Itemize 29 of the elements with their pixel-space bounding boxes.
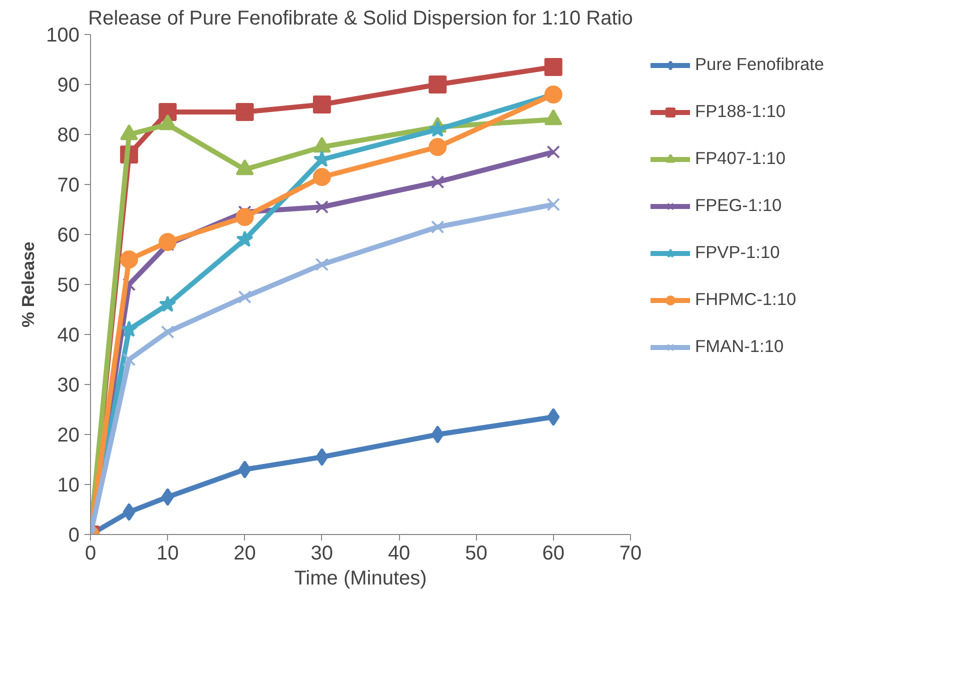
legend-label: FPEG-1:10 xyxy=(695,195,782,216)
x-tick-label: 30 xyxy=(310,542,334,564)
y-tick-label: 80 xyxy=(57,124,80,146)
y-tick-label: 90 xyxy=(57,74,80,96)
y-tick-label: 20 xyxy=(57,424,80,446)
x-tick-label: 70 xyxy=(619,542,642,564)
legend-label: FMAN-1:10 xyxy=(695,336,784,357)
x-tick-label: 40 xyxy=(388,542,410,564)
y-tick-label: 100 xyxy=(46,24,80,46)
y-axis-title: % Release xyxy=(18,241,38,328)
legend-label: FPVP-1:10 xyxy=(695,242,780,263)
x-tick-label: 50 xyxy=(465,542,488,564)
y-tick-label: 0 xyxy=(68,524,80,546)
chart-title: Release of Pure Fenofibrate & Solid Dispersion for 1:10 Ratio xyxy=(88,8,633,30)
y-tick-label: 10 xyxy=(57,474,80,496)
x-tick-label: 60 xyxy=(542,542,564,564)
x-axis-title: Time (Minutes) xyxy=(294,568,427,590)
y-tick-label: 60 xyxy=(57,224,80,246)
x-tick-label: 20 xyxy=(234,542,256,564)
legend-label: FP188-1:10 xyxy=(695,101,786,122)
legend-label: FHPMC-1:10 xyxy=(695,289,796,310)
y-tick-label: 50 xyxy=(57,274,80,296)
y-tick-label: 40 xyxy=(57,324,80,346)
x-tick-label: 10 xyxy=(156,542,179,564)
y-tick-label: 70 xyxy=(57,174,80,196)
legend-label: Pure Fenofibrate xyxy=(695,54,824,75)
x-tick-label: 0 xyxy=(84,542,96,564)
y-tick-label: 30 xyxy=(57,374,80,396)
legend-label: FP407-1:10 xyxy=(695,148,786,169)
